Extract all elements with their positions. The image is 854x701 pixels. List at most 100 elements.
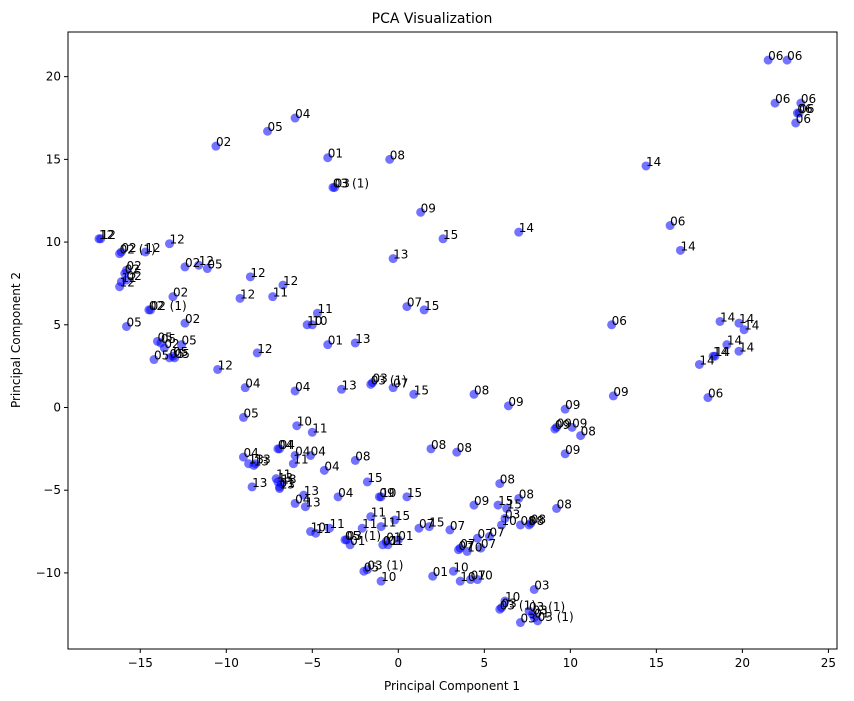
- point-label: 10: [502, 514, 517, 528]
- point-label: 01: [280, 476, 295, 490]
- point-label: 04: [280, 438, 295, 452]
- scatter-point: [159, 343, 169, 353]
- scatter-point: [502, 503, 512, 513]
- scatter-point: [330, 182, 340, 192]
- point-label: 03: [502, 597, 517, 611]
- point-label: 09: [613, 385, 628, 399]
- scatter-point: [177, 340, 187, 350]
- scatter-point: [607, 320, 617, 330]
- scatter-point: [424, 522, 434, 532]
- scatter-point: [770, 98, 780, 108]
- scatter-point: [665, 221, 675, 231]
- point-label: 04: [295, 444, 310, 458]
- scatter-point: [333, 492, 343, 502]
- point-label: 10: [381, 570, 396, 584]
- point-label: 13: [249, 453, 264, 467]
- point-label: 08: [500, 473, 515, 487]
- scatter-point: [245, 272, 255, 282]
- point-label: 06: [768, 49, 783, 63]
- scatter-point: [455, 543, 465, 553]
- point-label: 08: [557, 497, 572, 511]
- point-label: 02: [164, 337, 179, 351]
- scatter-point: [514, 493, 524, 503]
- point-label: 07: [489, 526, 504, 540]
- point-label: 06: [799, 102, 814, 116]
- scatter-point: [290, 386, 300, 396]
- point-label: 13: [254, 454, 269, 468]
- point-label: 10: [453, 560, 468, 574]
- point-label: 12: [121, 271, 136, 285]
- point-label: 05: [364, 560, 379, 574]
- point-label: 10: [311, 521, 326, 535]
- point-label: 08: [531, 512, 546, 526]
- point-label: 04: [295, 492, 310, 506]
- point-label: 04: [311, 444, 326, 458]
- scatter-point: [448, 566, 458, 576]
- point-label: 03: [505, 507, 520, 521]
- point-label: 04: [324, 459, 339, 473]
- point-label: 12: [250, 266, 265, 280]
- scatter-point: [383, 540, 393, 550]
- point-label: 12: [257, 342, 272, 356]
- point-label: 03 (1): [333, 176, 369, 190]
- point-label: 07: [460, 537, 475, 551]
- point-label: 06: [775, 92, 790, 106]
- point-label: 10: [297, 415, 312, 429]
- scatter-point: [388, 254, 398, 264]
- point-label: 03: [373, 372, 388, 386]
- scatter-point: [419, 305, 429, 315]
- y-tick-label: 20: [46, 70, 61, 84]
- scatter-point: [514, 227, 524, 237]
- point-label: 12: [218, 358, 233, 372]
- scatter-point: [452, 447, 462, 457]
- point-label: 07: [419, 517, 434, 531]
- scatter-point: [715, 316, 725, 326]
- point-label: 05: [126, 315, 141, 329]
- scatter-point: [560, 449, 570, 459]
- scatter-point: [794, 108, 804, 118]
- scatter-point: [312, 308, 322, 318]
- point-label: 12: [120, 276, 135, 290]
- point-label: 15: [414, 383, 429, 397]
- point-label: 01: [398, 529, 413, 543]
- point-label: 13: [393, 248, 408, 262]
- point-label: 09: [474, 494, 489, 508]
- y-tick-label: −10: [36, 566, 61, 580]
- point-label: 05: [157, 330, 172, 344]
- scatter-point: [515, 618, 525, 628]
- scatter-point: [368, 378, 378, 388]
- point-label: 02: [173, 286, 188, 300]
- scatter-point: [376, 576, 386, 586]
- scatter-point: [96, 234, 106, 244]
- scatter-point: [290, 498, 300, 508]
- scatter-point: [438, 234, 448, 244]
- x-tick-label: 25: [821, 656, 836, 670]
- point-label: 09: [508, 395, 523, 409]
- scatter-point: [763, 55, 773, 65]
- point-label: 15: [429, 516, 444, 530]
- point-label: 15: [498, 494, 513, 508]
- y-tick-label: 5: [53, 318, 61, 332]
- point-label: 06: [801, 92, 816, 106]
- scatter-point: [710, 351, 720, 361]
- plot-frame: [67, 31, 838, 650]
- scatter-point: [324, 523, 334, 533]
- y-tick-label: 0: [53, 400, 61, 414]
- point-label: 14: [699, 353, 714, 367]
- point-label: 01: [433, 565, 448, 579]
- scatter-point: [796, 98, 806, 108]
- point-label: 08: [355, 449, 370, 463]
- x-tick-label: −10: [214, 656, 239, 670]
- scatter-point: [703, 393, 713, 403]
- point-label: 14: [713, 345, 728, 359]
- point-label: 08: [519, 487, 534, 501]
- point-label: 08: [390, 148, 405, 162]
- point-label: 06: [708, 387, 723, 401]
- scatter-point: [388, 383, 398, 393]
- scatter-point: [694, 359, 704, 369]
- scatter-point: [552, 422, 562, 432]
- point-label: 02: [216, 135, 231, 149]
- x-axis-title: Principal Component 1: [384, 679, 520, 693]
- scatter-point: [278, 280, 288, 290]
